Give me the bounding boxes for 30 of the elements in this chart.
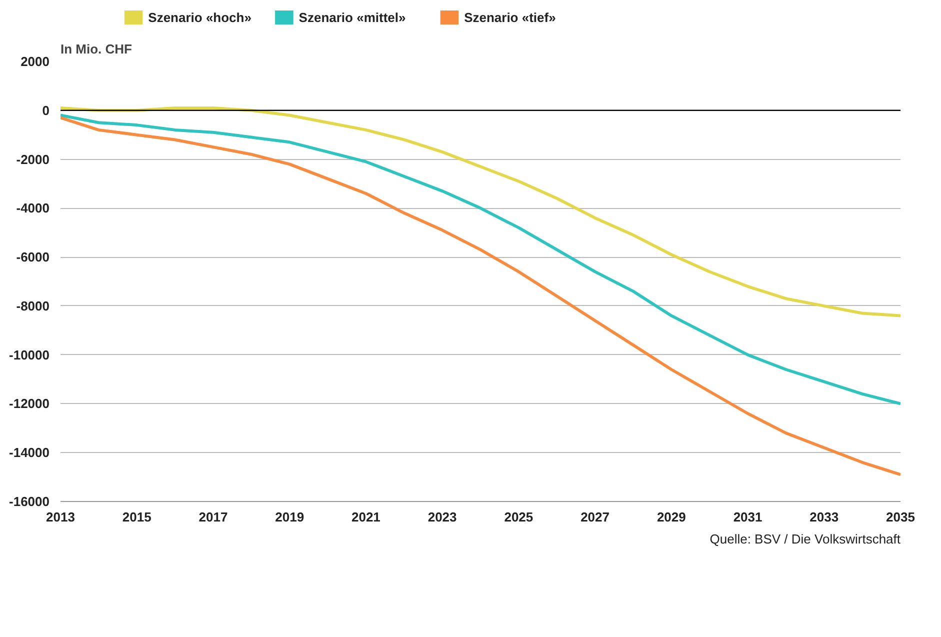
legend-label: Szenario «mittel» bbox=[298, 10, 406, 25]
x-tick-label: 2013 bbox=[46, 510, 75, 524]
y-axis-title: In Mio. CHF bbox=[60, 42, 132, 56]
line-series bbox=[60, 116, 900, 476]
y-tick-label: -10000 bbox=[9, 347, 50, 362]
x-tick-label: 2015 bbox=[122, 510, 152, 524]
legend-label: Szenario «tief» bbox=[464, 10, 556, 25]
x-tick-label: 2031 bbox=[733, 510, 762, 524]
y-tick-label: -4000 bbox=[16, 200, 50, 216]
legend-label: Szenario «hoch» bbox=[148, 10, 252, 25]
line-series bbox=[60, 106, 900, 318]
y-tick-label: 2000 bbox=[20, 54, 50, 69]
y-tick-label: -16000 bbox=[9, 494, 50, 509]
x-tick-label: 2019 bbox=[275, 510, 304, 524]
x-tick-label: 2035 bbox=[886, 510, 915, 524]
x-tick-label: 2023 bbox=[428, 510, 457, 524]
y-tick-label: -2000 bbox=[16, 152, 50, 167]
source-note: Quelle: BSV / Die Volkswirtschaft bbox=[710, 532, 901, 546]
y-tick-label: -8000 bbox=[16, 298, 50, 314]
x-tick-label: 2029 bbox=[656, 510, 686, 524]
y-tick-label: -6000 bbox=[16, 250, 50, 265]
line-series bbox=[60, 114, 900, 406]
x-tick-label: 2017 bbox=[198, 510, 228, 524]
x-tick-label: 2027 bbox=[580, 510, 610, 524]
y-tick-label: -14000 bbox=[9, 445, 50, 460]
x-tick-label: 2025 bbox=[504, 510, 534, 524]
y-tick-label: 0 bbox=[42, 102, 50, 118]
x-tick-label: 2021 bbox=[351, 510, 380, 524]
y-tick-label: -12000 bbox=[9, 396, 50, 412]
x-tick-label: 2033 bbox=[810, 510, 839, 524]
